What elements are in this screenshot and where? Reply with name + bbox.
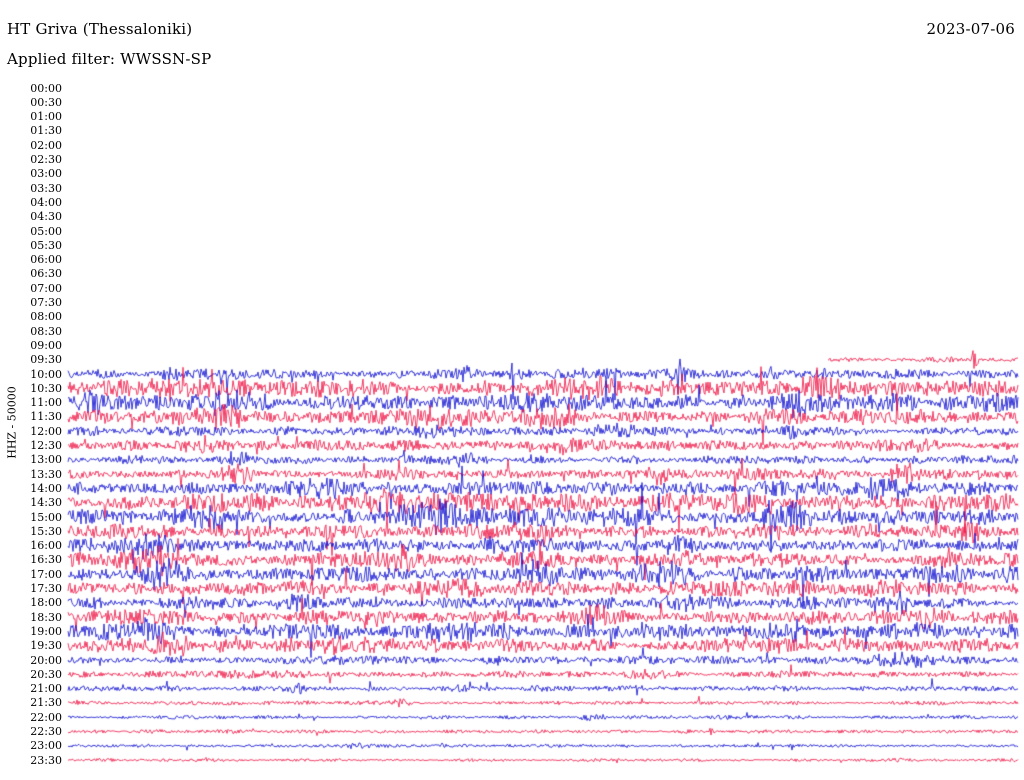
time-label: 20:30 — [30, 667, 62, 681]
time-label: 18:00 — [30, 596, 62, 610]
time-label: 05:00 — [30, 224, 62, 238]
time-label: 03:00 — [30, 167, 62, 181]
time-label: 12:30 — [30, 439, 62, 452]
time-label: 01:30 — [30, 124, 62, 138]
time-label: 07:00 — [30, 281, 62, 295]
time-label: 21:00 — [30, 682, 62, 696]
time-label: 19:00 — [30, 624, 62, 638]
time-label: 23:00 — [30, 739, 62, 753]
time-label: 02:00 — [30, 138, 62, 152]
time-label: 08:30 — [30, 324, 62, 338]
date-label: 2023-07-06 — [926, 20, 1015, 38]
time-label: 00:00 — [30, 81, 62, 95]
time-label: 22:00 — [30, 710, 62, 724]
time-label: 13:30 — [30, 467, 62, 481]
time-label: 18:30 — [30, 610, 62, 624]
time-label: 22:30 — [30, 725, 62, 738]
time-label: 17:30 — [30, 582, 62, 595]
time-label: 02:30 — [30, 153, 62, 166]
time-label: 04:30 — [30, 210, 62, 224]
time-label: 23:30 — [30, 753, 62, 767]
time-label: 10:30 — [30, 381, 62, 395]
time-label: 15:30 — [30, 524, 62, 538]
time-label: 20:00 — [30, 653, 62, 667]
time-label: 21:30 — [30, 696, 62, 710]
filter-label: Applied filter: WWSSN-SP — [7, 50, 212, 68]
time-label: 07:30 — [30, 296, 62, 309]
time-label: 12:00 — [30, 424, 62, 438]
time-label: 16:30 — [30, 553, 62, 567]
time-label: 09:00 — [30, 338, 62, 352]
time-label: 13:00 — [30, 453, 62, 467]
time-label: 11:00 — [30, 396, 62, 410]
station-title: HT Griva (Thessaloniki) — [7, 20, 193, 38]
time-label: 06:00 — [30, 253, 62, 267]
time-label: 16:00 — [30, 539, 62, 553]
time-labels-column: 00:00 00:30 01:00 01:30 02:00 02:30 03:00 03:30… — [0, 0, 64, 780]
time-label: 15:00 — [30, 510, 62, 524]
time-label: 06:30 — [30, 267, 62, 281]
time-label: 17:00 — [30, 567, 62, 581]
time-label: 14:30 — [30, 496, 62, 510]
time-label: 11:30 — [30, 410, 62, 424]
time-label: 14:00 — [30, 481, 62, 495]
time-label: 03:30 — [30, 181, 62, 195]
time-label: 09:30 — [30, 353, 62, 367]
time-label: 10:00 — [30, 367, 62, 381]
time-label: 01:00 — [30, 110, 62, 124]
time-label: 19:30 — [30, 639, 62, 653]
time-label: 00:30 — [30, 95, 62, 109]
time-label: 04:00 — [30, 195, 62, 209]
time-label: 05:30 — [30, 238, 62, 252]
time-label: 08:00 — [30, 310, 62, 324]
